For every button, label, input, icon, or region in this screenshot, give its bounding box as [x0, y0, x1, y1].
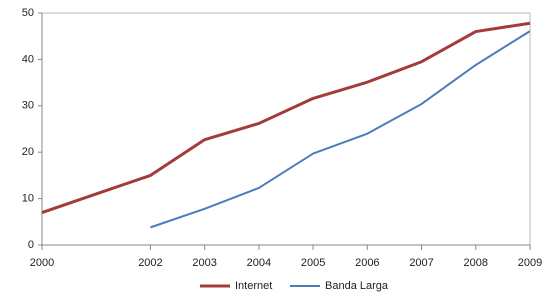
y-tick-label: 10: [22, 193, 34, 205]
data-line: [41, 21, 531, 214]
x-tick-label: 2004: [247, 257, 271, 269]
y-tick-label: 20: [22, 146, 34, 158]
y-tick-label: 30: [22, 100, 34, 112]
legend-label: Banda Larga: [325, 280, 389, 292]
x-tick-label: 2009: [518, 257, 542, 269]
y-tick-label: 0: [28, 239, 34, 251]
x-tick-label: 2005: [301, 257, 325, 269]
y-tick-label: 50: [22, 7, 34, 19]
legend-label: Internet: [235, 280, 272, 292]
data-line: [150, 30, 531, 229]
x-tick-label: 2003: [192, 257, 216, 269]
x-tick-label: 2002: [138, 257, 162, 269]
y-tick-label: 40: [22, 53, 34, 65]
x-tick-label: 2007: [409, 257, 433, 269]
x-tick-label: 2006: [355, 257, 379, 269]
x-tick-label: 2008: [464, 257, 488, 269]
x-tick-label: 2000: [30, 257, 54, 269]
